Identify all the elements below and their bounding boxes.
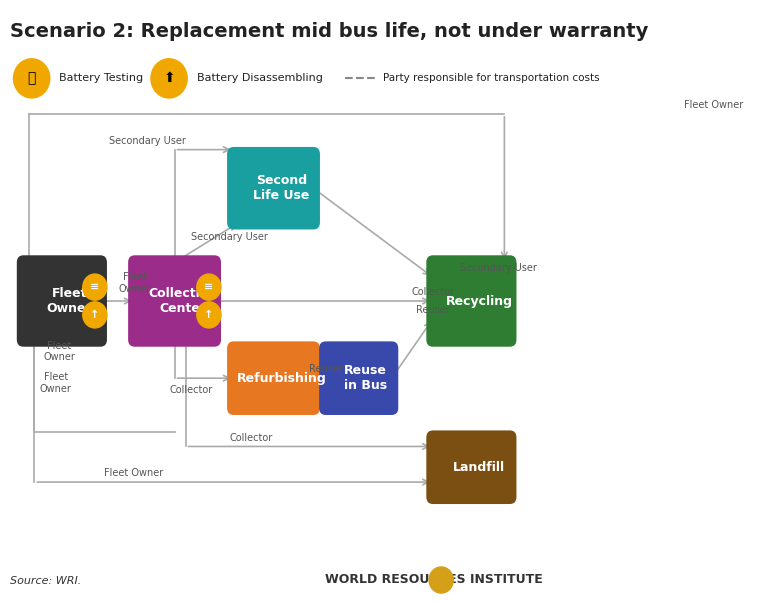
Text: ≡: ≡ — [90, 282, 99, 292]
FancyBboxPatch shape — [426, 430, 516, 504]
FancyBboxPatch shape — [227, 147, 320, 229]
Text: Reuser: Reuser — [309, 364, 343, 374]
Text: ⬆: ⬆ — [163, 72, 175, 85]
Text: 📋: 📋 — [27, 72, 36, 85]
Text: Landfill: Landfill — [453, 461, 505, 474]
Text: Collector: Collector — [230, 433, 273, 442]
FancyBboxPatch shape — [17, 255, 107, 347]
Text: Source: WRI.: Source: WRI. — [10, 576, 81, 586]
Text: Collection
Center: Collection Center — [148, 287, 217, 315]
Circle shape — [197, 302, 221, 328]
Text: Fleet Owner: Fleet Owner — [104, 468, 163, 478]
FancyBboxPatch shape — [128, 255, 221, 347]
Text: Secondary User: Secondary User — [460, 263, 537, 273]
Text: ≡: ≡ — [204, 282, 214, 292]
FancyBboxPatch shape — [227, 341, 320, 415]
Text: Collector: Collector — [412, 287, 455, 297]
Text: Battery Disassembling: Battery Disassembling — [196, 73, 322, 83]
Text: Recycling: Recycling — [446, 294, 512, 308]
Text: Fleet
Owner: Fleet Owner — [40, 372, 72, 394]
Text: Scenario 2: Replacement mid bus life, not under warranty: Scenario 2: Replacement mid bus life, no… — [10, 22, 648, 41]
Text: Fleet
Owner: Fleet Owner — [119, 272, 151, 294]
FancyBboxPatch shape — [426, 255, 516, 347]
Text: Reuser: Reuser — [416, 305, 449, 315]
Text: Party responsible for transportation costs: Party responsible for transportation cos… — [384, 73, 600, 83]
Text: Refurbishing: Refurbishing — [236, 371, 327, 385]
Text: ↑: ↑ — [90, 310, 99, 320]
Circle shape — [429, 567, 453, 593]
Circle shape — [151, 59, 187, 98]
Text: Secondary User: Secondary User — [108, 135, 186, 146]
Text: Fleet Owner: Fleet Owner — [684, 100, 743, 110]
Text: Battery Testing: Battery Testing — [59, 73, 143, 83]
Circle shape — [14, 59, 50, 98]
Text: Fleet
Owner: Fleet Owner — [47, 287, 92, 315]
Text: WORLD RESOURCES INSTITUTE: WORLD RESOURCES INSTITUTE — [325, 573, 543, 586]
Text: Second
Life Use: Second Life Use — [253, 174, 310, 202]
Text: ↑: ↑ — [204, 310, 214, 320]
Text: Reuse
in Bus: Reuse in Bus — [343, 364, 387, 392]
Text: Collector: Collector — [170, 385, 213, 395]
Text: Secondary User: Secondary User — [191, 232, 268, 242]
Text: Fleet
Owner: Fleet Owner — [43, 341, 75, 362]
Circle shape — [83, 302, 107, 328]
FancyBboxPatch shape — [319, 341, 398, 415]
Circle shape — [83, 274, 107, 300]
Circle shape — [197, 274, 221, 300]
